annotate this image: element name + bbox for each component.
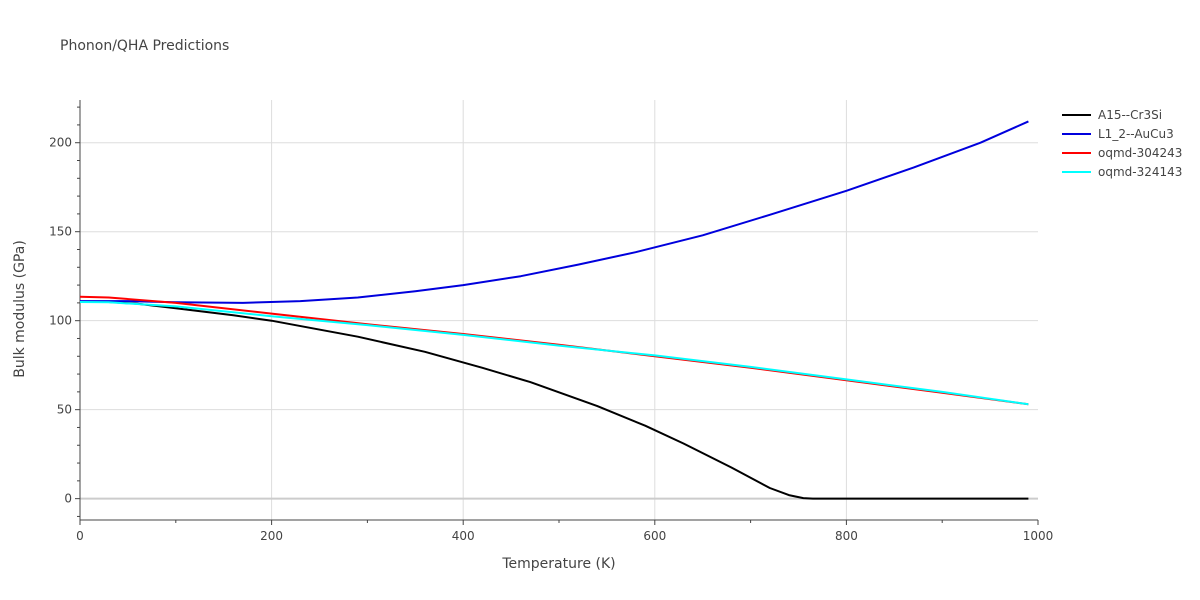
x-tick-label: 600 xyxy=(643,529,666,543)
legend-label: A15--Cr3Si xyxy=(1098,108,1162,122)
legend-item[interactable]: A15--Cr3Si xyxy=(1062,108,1162,122)
chart-title: Phonon/QHA Predictions xyxy=(60,38,229,54)
x-tick-label: 200 xyxy=(260,529,283,543)
legend-item[interactable]: oqmd-304243 xyxy=(1062,146,1182,160)
y-axis-title: Bulk modulus (GPa) xyxy=(12,240,28,378)
legend[interactable]: A15--Cr3Si L1_2--AuCu3 oqmd-304243 oqmd-324… xyxy=(1062,108,1182,179)
legend-item[interactable]: L1_2--AuCu3 xyxy=(1062,127,1174,141)
legend-label: L1_2--AuCu3 xyxy=(1098,127,1174,141)
x-tick-label: 400 xyxy=(452,529,475,543)
x-tick-label: 800 xyxy=(835,529,858,543)
x-tick-label: 1000 xyxy=(1023,529,1054,543)
y-tick-label: 100 xyxy=(49,314,72,328)
legend-item[interactable]: oqmd-324143 xyxy=(1062,165,1182,179)
y-tick-label: 50 xyxy=(57,403,72,417)
series-line-A15--Cr3Si[interactable] xyxy=(80,301,1029,500)
x-axis-title: Temperature (K) xyxy=(501,556,615,572)
axes: 0 200 400 600 800 1000 0 50 100 150 200 xyxy=(49,100,1053,543)
y-tick-label: 0 xyxy=(64,492,72,506)
y-tick-label: 150 xyxy=(49,225,72,239)
y-tick-label: 200 xyxy=(49,136,72,150)
series xyxy=(79,120,1029,500)
grid xyxy=(80,100,1038,520)
series-line-oqmd-304243[interactable] xyxy=(79,295,1029,406)
legend-label: oqmd-304243 xyxy=(1098,146,1182,160)
series-line-oqmd-324143[interactable] xyxy=(79,301,1029,406)
x-tick-label: 0 xyxy=(76,529,84,543)
legend-label: oqmd-324143 xyxy=(1098,165,1182,179)
series-line-L1_2--AuCu3[interactable] xyxy=(80,120,1029,304)
